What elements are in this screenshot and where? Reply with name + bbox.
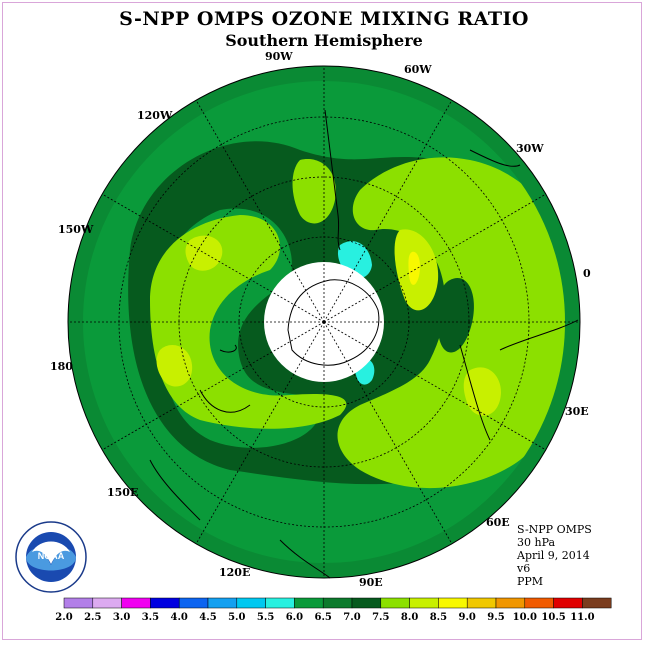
colorbar-tick-label: 10.0 bbox=[513, 612, 537, 623]
colorbar-tick-label: 4.5 bbox=[199, 612, 216, 623]
colorbar-swatch bbox=[150, 597, 180, 609]
lon-label-0: 0 bbox=[583, 267, 591, 280]
colorbar-tick-label: 5.0 bbox=[228, 612, 245, 623]
instrument-name: S-NPP OMPS bbox=[517, 523, 592, 536]
logo-text: NOAA bbox=[38, 551, 65, 561]
lon-label-120w: 120W bbox=[137, 109, 173, 122]
lon-label-180: 180 bbox=[50, 360, 73, 373]
colorbar-tick-label: 8.0 bbox=[401, 612, 418, 623]
colorbar-swatch bbox=[236, 597, 266, 609]
colorbar-tick-label: 7.5 bbox=[372, 612, 389, 623]
colorbar-tick-label: 9.5 bbox=[487, 612, 504, 623]
colorbar-tick-label: 11.0 bbox=[570, 612, 594, 623]
map-boundary bbox=[67, 65, 581, 579]
data-version: v6 bbox=[517, 562, 531, 575]
polar-ozone-map: 90W 60W 30W 0 30E 60E 90E 120E 150E 180 … bbox=[50, 50, 591, 589]
colorbar-swatch bbox=[322, 597, 353, 609]
lon-label-150e: 150E bbox=[107, 486, 138, 499]
colorbar-swatch bbox=[553, 597, 583, 609]
colorbar-tick-label: 8.5 bbox=[430, 612, 447, 623]
ozone-field bbox=[68, 66, 580, 578]
colorbar-tick-label: 3.0 bbox=[113, 612, 130, 623]
graticule bbox=[68, 66, 580, 578]
colorbar-swatch bbox=[438, 597, 468, 609]
colorbar-tick-label: 7.0 bbox=[343, 612, 360, 623]
colorbar-swatch bbox=[409, 597, 439, 609]
lon-label-60e: 60E bbox=[486, 516, 510, 529]
colorbar-swatch bbox=[92, 597, 122, 609]
colorbar-swatch bbox=[524, 597, 554, 609]
colorbar-tick-label: 5.5 bbox=[257, 612, 274, 623]
colorbar-swatch bbox=[380, 597, 410, 609]
lon-label-150w: 150W bbox=[58, 223, 94, 236]
metadata-block: S-NPP OMPS 30 hPa April 9, 2014 v6 PPM bbox=[517, 523, 592, 588]
noaa-logo: NOAA bbox=[15, 521, 87, 593]
colorbar-tick-label: 4.0 bbox=[170, 612, 187, 623]
lon-label-120e: 120E bbox=[219, 566, 250, 579]
units-label: PPM bbox=[517, 575, 544, 588]
image-frame bbox=[2, 2, 642, 640]
colorbar-swatch bbox=[495, 597, 526, 609]
lon-label-90e: 90E bbox=[359, 576, 383, 589]
colorbar: 2.0 2.5 3.0 3.5 4.0 4.5 5.0 5.5 6.0 6.5 7.0 7.5 8.0 8… bbox=[55, 597, 612, 623]
colorbar-swatch bbox=[207, 597, 238, 609]
colorbar-tick-label: 9.0 bbox=[458, 612, 475, 623]
lon-label-90w: 90W bbox=[265, 50, 293, 63]
colorbar-tick-label: 2.5 bbox=[84, 612, 101, 623]
colorbar-swatch bbox=[582, 597, 612, 609]
colorbar-tick-label: 6.5 bbox=[314, 612, 331, 623]
pressure-level: 30 hPa bbox=[517, 536, 556, 549]
map-subtitle: Southern Hemisphere bbox=[225, 31, 423, 50]
colorbar-tick-label: 6.0 bbox=[286, 612, 303, 623]
colorbar-swatch bbox=[121, 597, 151, 609]
colorbar-swatch bbox=[466, 597, 497, 609]
coastlines bbox=[149, 109, 579, 579]
colorbar-swatch bbox=[265, 597, 295, 609]
colorbar-swatch bbox=[294, 597, 324, 609]
south-pole-marker bbox=[322, 320, 326, 324]
colorbar-tick-label: 3.5 bbox=[142, 612, 159, 623]
lon-label-60w: 60W bbox=[404, 63, 432, 76]
lon-label-30w: 30W bbox=[516, 142, 544, 155]
lon-label-30e: 30E bbox=[565, 405, 589, 418]
observation-date: April 9, 2014 bbox=[517, 549, 590, 562]
colorbar-swatch bbox=[178, 597, 209, 609]
map-title: S-NPP OMPS OZONE MIXING RATIO bbox=[119, 8, 529, 30]
colorbar-tick-label: 10.5 bbox=[541, 612, 565, 623]
colorbar-tick-label: 2.0 bbox=[55, 612, 72, 623]
colorbar-swatch bbox=[351, 597, 382, 609]
colorbar-swatch bbox=[63, 597, 94, 609]
